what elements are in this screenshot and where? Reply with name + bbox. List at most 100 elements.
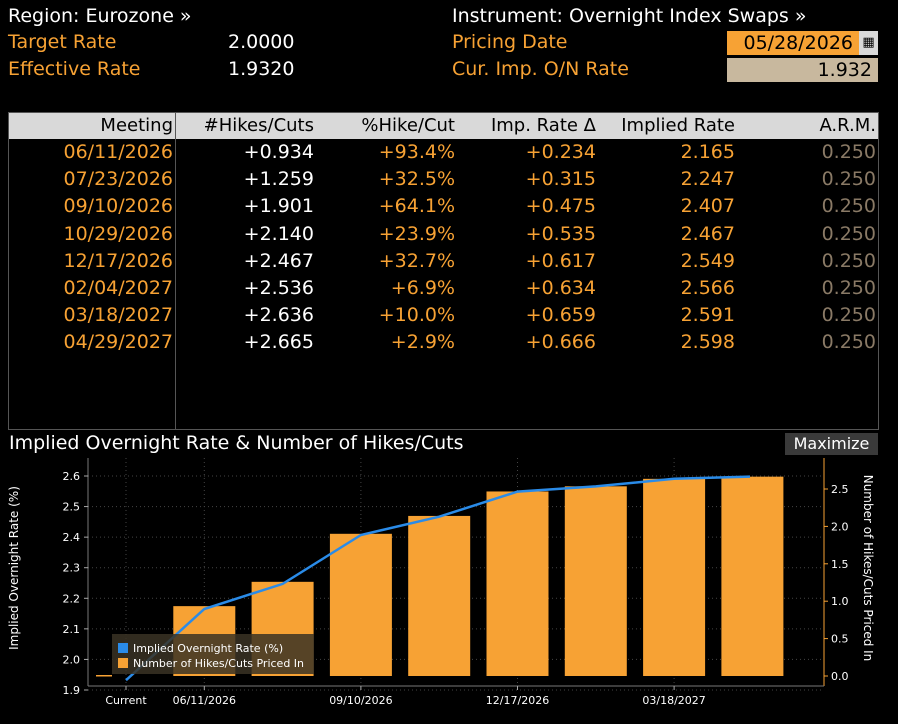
x-tick-label: 12/17/2026 (486, 694, 549, 707)
y-tick-label-left: 2.5 (63, 501, 81, 514)
col-hikes[interactable]: #Hikes/Cuts (203, 115, 314, 136)
table-header: Meeting #Hikes/Cuts %Hike/Cut Imp. Rate … (9, 113, 878, 139)
cell-implied: 2.566 (680, 277, 735, 299)
cell-pct: +6.9% (390, 277, 455, 299)
cell-delta: +0.234 (525, 141, 596, 163)
cell-implied: 2.549 (680, 249, 735, 272)
cell-implied: 2.591 (680, 304, 735, 327)
col-implied[interactable]: Implied Rate (621, 115, 735, 136)
y-axis-title-right: Number of Hikes/Cuts Priced In (861, 475, 875, 662)
cell-delta: +0.315 (525, 168, 596, 191)
y-axis-title-left: Implied Overnight Rate (%) (7, 486, 21, 650)
onrate-label: Cur. Imp. O/N Rate (452, 58, 629, 80)
column-divider (175, 113, 176, 429)
bar-hikes (486, 491, 549, 676)
y-tick-label-right: 0.5 (831, 633, 849, 646)
cell-arm: 0.250 (821, 141, 876, 163)
col-meeting[interactable]: Meeting (100, 115, 173, 136)
cell-meeting: 06/11/2026 (63, 141, 173, 163)
cell-pct: +64.1% (378, 195, 455, 218)
cell-arm: 0.250 (821, 249, 876, 272)
col-delta[interactable]: Imp. Rate Δ (490, 115, 596, 136)
cell-hikes: +2.665 (243, 331, 314, 354)
effective-rate-label: Effective Rate (8, 58, 141, 80)
y-tick-label-right: 2.5 (831, 483, 849, 496)
cell-pct: +32.5% (378, 168, 455, 191)
cell-delta: +0.666 (525, 331, 596, 354)
implied-rate-chart: 1.9 2.0 2.1 2.2 2.3 2.4 2.5 2.6 0.0 0.5 1.0 1.5 2.0 2… (7, 458, 875, 707)
meeting-table: Meeting #Hikes/Cuts %Hike/Cut Imp. Rate … (8, 112, 879, 430)
x-tick-label: 06/11/2026 (173, 694, 236, 707)
cell-pct: +23.9% (378, 222, 455, 245)
legend-label-hikes: Number of Hikes/Cuts Priced In (133, 657, 304, 670)
cell-arm: 0.250 (821, 304, 876, 327)
cell-delta: +0.475 (525, 195, 596, 218)
legend-box (112, 634, 314, 674)
calendar-icon[interactable]: ▦ (859, 31, 878, 55)
y-tick-label-left: 2.0 (63, 653, 81, 666)
cell-meeting: 10/29/2026 (63, 222, 173, 245)
y-tick-label-left: 2.2 (63, 592, 81, 605)
x-tick-label: 03/18/2027 (642, 694, 705, 707)
y-tick-label-left: 2.4 (63, 531, 81, 544)
y-tick-label-right: 2.0 (831, 520, 849, 533)
y-tick-label-right: 1.0 (831, 595, 849, 608)
cell-delta: +0.659 (525, 304, 596, 327)
y-tick-label-right: 0.0 (831, 670, 849, 683)
y-tick-label-left: 2.6 (63, 470, 81, 483)
pricing-date-input[interactable]: 05/28/2026 (727, 31, 859, 55)
y-tick-label-left: 1.9 (63, 684, 81, 697)
bar-hikes (643, 478, 706, 676)
cell-implied: 2.247 (680, 168, 735, 191)
cell-implied: 2.165 (680, 141, 735, 163)
table-row[interactable]: 09/10/2026 +1.901 +64.1% +0.475 2.407 0.250 (9, 193, 878, 220)
cell-meeting: 12/17/2026 (63, 249, 173, 272)
x-tick-label: Current (105, 694, 147, 707)
cell-arm: 0.250 (821, 277, 876, 299)
cell-implied: 2.467 (680, 222, 735, 245)
cell-meeting: 02/04/2027 (63, 277, 173, 299)
table-row[interactable]: 10/29/2026 +2.140 +23.9% +0.535 2.467 0.250 (9, 221, 878, 248)
cell-hikes: +2.536 (243, 277, 314, 299)
legend-label-rate: Implied Overnight Rate (%) (133, 642, 283, 655)
cell-meeting: 03/18/2027 (63, 304, 173, 327)
bar-hikes (329, 533, 392, 676)
cell-meeting: 07/23/2026 (63, 168, 173, 191)
region-selector[interactable]: Region: Eurozone » (8, 5, 192, 27)
cell-arm: 0.250 (821, 168, 876, 191)
col-pct[interactable]: %Hike/Cut (361, 115, 455, 136)
table-row[interactable]: 06/11/2026 +0.934 +93.4% +0.234 2.165 0.250 (9, 139, 878, 166)
cell-arm: 0.250 (821, 222, 876, 245)
cell-arm: 0.250 (821, 195, 876, 218)
table-row[interactable]: 02/04/2027 +2.536 +6.9% +0.634 2.566 0.250 (9, 275, 878, 302)
cell-pct: +32.7% (378, 249, 455, 272)
bar-hikes (408, 515, 471, 676)
table-row[interactable]: 04/29/2027 +2.665 +2.9% +0.666 2.598 0.250 (9, 329, 878, 356)
table-row[interactable]: 03/18/2027 +2.636 +10.0% +0.659 2.591 0.250 (9, 302, 878, 329)
cell-hikes: +2.140 (243, 222, 314, 245)
bar-hikes (96, 675, 112, 677)
bar-hikes (721, 476, 784, 676)
onrate-value-field: 1.932 (727, 58, 878, 82)
legend-swatch-hikes (118, 658, 128, 668)
table-row[interactable]: 07/23/2026 +1.259 +32.5% +0.315 2.247 0.250 (9, 166, 878, 193)
cell-hikes: +1.259 (243, 168, 314, 191)
cell-pct: +10.0% (378, 304, 455, 327)
instrument-selector[interactable]: Instrument: Overnight Index Swaps » (452, 5, 807, 27)
bar-hikes (564, 486, 627, 676)
cell-meeting: 04/29/2027 (63, 331, 173, 354)
cell-delta: +0.634 (525, 277, 596, 299)
table-row[interactable]: 12/17/2026 +2.467 +32.7% +0.617 2.549 0.250 (9, 248, 878, 275)
maximize-button[interactable]: Maximize (785, 433, 878, 455)
x-tick-label: 09/10/2026 (329, 694, 392, 707)
cell-implied: 2.598 (680, 331, 735, 354)
col-arm[interactable]: A.R.M. (819, 115, 876, 136)
cell-hikes: +0.934 (243, 141, 314, 163)
legend-swatch-rate (118, 643, 128, 653)
target-rate-value: 2.0000 (228, 31, 295, 53)
y-tick-label-right: 1.5 (831, 558, 849, 571)
y-tick-label-left: 2.1 (63, 623, 81, 636)
pricing-date-label: Pricing Date (452, 31, 568, 53)
cell-arm: 0.250 (821, 331, 876, 354)
cell-hikes: +1.901 (243, 195, 314, 218)
